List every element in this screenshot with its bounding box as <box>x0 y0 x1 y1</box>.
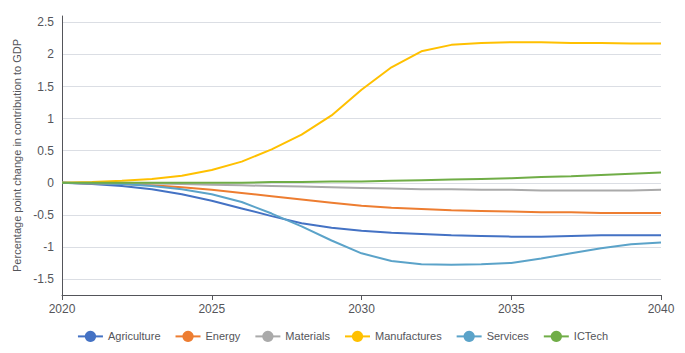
svg-text:2020: 2020 <box>49 302 76 316</box>
svg-text:ICTech: ICTech <box>574 330 608 342</box>
svg-text:Percentage point change in con: Percentage point change in contribution … <box>11 39 23 272</box>
svg-text:2030: 2030 <box>348 302 375 316</box>
svg-text:Materials: Materials <box>285 330 330 342</box>
svg-text:-1: -1 <box>43 240 54 254</box>
svg-text:2.5: 2.5 <box>37 15 54 29</box>
svg-text:0: 0 <box>47 176 54 190</box>
svg-text:-0.5: -0.5 <box>33 208 54 222</box>
svg-text:Energy: Energy <box>206 330 241 342</box>
svg-text:2025: 2025 <box>198 302 225 316</box>
svg-text:2040: 2040 <box>648 302 675 316</box>
svg-text:1: 1 <box>47 112 54 126</box>
svg-text:1.5: 1.5 <box>37 80 54 94</box>
svg-text:2035: 2035 <box>498 302 525 316</box>
svg-text:-1.5: -1.5 <box>33 272 54 286</box>
svg-text:Agriculture: Agriculture <box>108 330 161 342</box>
svg-text:0.5: 0.5 <box>37 144 54 158</box>
svg-text:2: 2 <box>47 47 54 61</box>
svg-text:Manufactures: Manufactures <box>375 330 442 342</box>
svg-text:Services: Services <box>487 330 530 342</box>
